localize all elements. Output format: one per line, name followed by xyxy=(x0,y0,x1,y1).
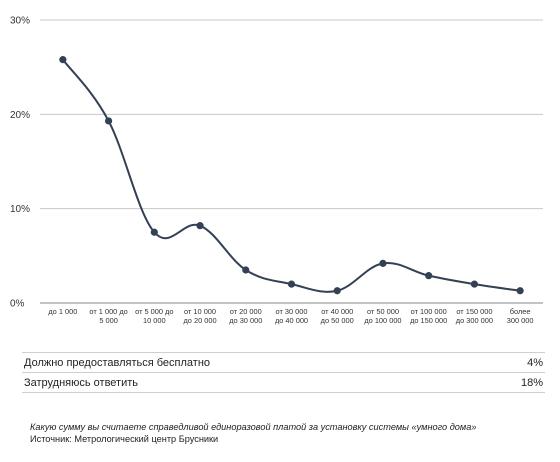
line-chart: 0% 10% 20% 30% до 1 000 от 1 000 до 5 000 от 5… xyxy=(10,16,543,325)
summary-label: Затрудняюсь ответить xyxy=(24,377,139,389)
y-tick-label: 30% xyxy=(10,16,30,27)
survey-question: Какую сумму вы считаете справедливой еди… xyxy=(30,422,477,432)
source-note: Источник: Метрологический центр Брусники xyxy=(30,434,219,444)
data-point xyxy=(59,56,67,64)
summary-table: Должно предоставляться бесплатно 4% Затр… xyxy=(22,352,545,393)
data-point xyxy=(287,280,296,288)
y-tick-label: 10% xyxy=(10,204,30,215)
x-tick-label: от 100 000 до 150 000 xyxy=(410,307,447,325)
data-point xyxy=(196,222,204,230)
data-point xyxy=(516,287,524,295)
data-point xyxy=(242,266,250,274)
y-tick-label: 20% xyxy=(10,110,30,121)
x-tick-label: от 1 000 до 5 000 xyxy=(89,307,127,325)
series-line xyxy=(62,59,521,293)
data-point xyxy=(379,259,387,267)
x-tick-label: от 30 000 до 40 000 xyxy=(275,307,308,325)
x-tick-label: от 10 000 до 20 000 xyxy=(183,307,216,325)
x-tick-label: до 1 000 xyxy=(48,307,77,316)
summary-value: 18% xyxy=(520,377,543,389)
summary-row-free: Должно предоставляться бесплатно 4% xyxy=(22,352,545,373)
summary-value: 4% xyxy=(527,357,543,369)
data-point xyxy=(150,228,158,236)
x-tick-label: от 150 000 до 300 000 xyxy=(456,307,493,325)
x-tick-label: от 20 000 до 30 000 xyxy=(229,307,262,325)
x-tick-label: от 40 000 до 50 000 xyxy=(321,307,354,325)
y-tick-label: 0% xyxy=(10,299,25,310)
x-tick-label: от 5 000 до 10 000 xyxy=(135,307,173,325)
x-tick-label: от 50 000 до 100 000 xyxy=(364,307,401,325)
x-tick-label: более 300 000 xyxy=(507,307,534,325)
summary-row-unsure: Затрудняюсь ответить 18% xyxy=(22,373,545,393)
footnote: Какую сумму вы считаете справедливой еди… xyxy=(30,421,476,445)
summary-label: Должно предоставляться бесплатно xyxy=(24,357,211,369)
data-point xyxy=(333,287,341,295)
data-point xyxy=(470,280,479,288)
data-point xyxy=(104,117,113,125)
data-point xyxy=(425,272,433,280)
